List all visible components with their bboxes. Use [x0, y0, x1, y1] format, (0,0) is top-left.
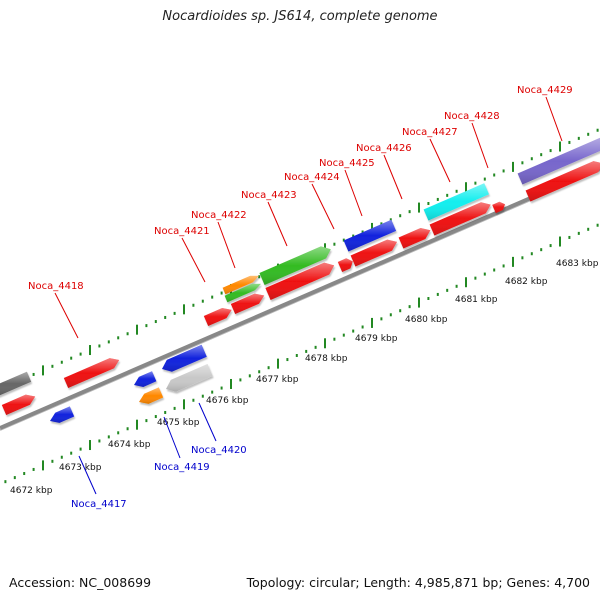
gene-red-4421a[interactable] [203, 308, 232, 326]
gene-red-4427[interactable] [429, 202, 491, 236]
gene-gray-4420-shading [166, 364, 213, 392]
gene-red-4423-shading [265, 262, 335, 300]
gene-red-left-shading [1, 394, 36, 415]
gene-red-4425[interactable] [350, 239, 397, 267]
reverse-gene-label[interactable]: Noca_4417 [71, 499, 127, 510]
kbp-tick-label: 4682 kbp [505, 277, 548, 287]
reverse-gene-leader-line [78, 455, 97, 495]
forward-gene-leader-line [267, 201, 288, 247]
map-title: Nocardioides sp. JS614, complete genome [162, 9, 438, 24]
kbp-tick-label: 4672 kbp [10, 486, 53, 496]
gene-gray-4420[interactable] [166, 364, 213, 392]
forward-gene-label[interactable]: Noca_4426 [356, 143, 412, 154]
gene-red-4426[interactable] [398, 228, 431, 249]
forward-gene-leader-line [383, 154, 403, 200]
gene-red-4424[interactable] [337, 258, 353, 272]
gene-cyan-4427[interactable] [423, 183, 489, 221]
forward-gene-label[interactable]: Noca_4425 [319, 158, 375, 169]
gene-orange-4422[interactable] [222, 275, 259, 295]
gene-red-4429[interactable] [525, 161, 600, 202]
kbp-tick-label: 4683 kbp [556, 259, 599, 269]
kbp-tick-label: 4677 kbp [256, 375, 299, 385]
gene-blue-4425[interactable] [343, 219, 397, 252]
gene-gray-left-shading [0, 371, 32, 396]
gene-blue-4417[interactable] [50, 406, 75, 423]
forward-gene-label[interactable]: Noca_4423 [241, 190, 297, 201]
gene-red-4425-shading [350, 239, 397, 267]
gene-red-4423[interactable] [265, 262, 335, 300]
reverse-gene-leader-line [198, 402, 217, 442]
reverse-gene-label[interactable]: Noca_4419 [154, 462, 210, 473]
gene-red-4429-shading [525, 161, 600, 202]
gene-red-4427-shading [429, 202, 491, 236]
gene-green-4423-shading [259, 246, 331, 285]
gene-red-4424-shading [337, 258, 353, 272]
gene-green-4422[interactable] [224, 283, 261, 303]
gene-red-4421b[interactable] [230, 293, 265, 314]
forward-gene-label[interactable]: Noca_4418 [28, 281, 84, 292]
gene-blue-4420[interactable] [162, 344, 207, 372]
genome-backbone [0, 166, 600, 430]
gene-purple-4429[interactable] [517, 137, 600, 185]
gene-cyan-4427-shading [423, 183, 489, 221]
gene-red-4421a-shading [203, 308, 232, 326]
inner-tick-track: 4672 kbp 4673 kbp 4674 kbp 4675 kbp 4676 kbp… [4, 223, 599, 496]
gene-purple-4429-shading [517, 137, 600, 185]
forward-gene-leader-line [217, 221, 236, 269]
forward-gene-leader-line [181, 237, 206, 283]
kbp-tick-label: 4681 kbp [455, 295, 498, 305]
kbp-tick-label: 4676 kbp [206, 396, 249, 406]
gene-noca-4418-shading [63, 358, 120, 388]
gene-gray-left[interactable] [0, 371, 32, 396]
gene-blue-small[interactable] [134, 371, 157, 387]
gene-blue-4425-shading [343, 219, 397, 252]
gene-green-4423[interactable] [259, 246, 331, 285]
kbp-tick-label: 4673 kbp [59, 463, 102, 473]
gene-red-left[interactable] [1, 394, 36, 415]
forward-gene-leader-line [545, 96, 563, 142]
gene-blue-small-shading [134, 371, 157, 387]
genome-summary-text: Topology: circular; Length: 4,985,871 bp… [246, 575, 590, 590]
forward-gene-leader-line [311, 183, 335, 230]
gene-red-4421b-shading [230, 293, 265, 314]
gene-blue-4417-shading [50, 406, 75, 423]
forward-gene-label[interactable]: Noca_4429 [517, 85, 573, 96]
gene-red-4428[interactable] [492, 201, 505, 214]
reverse-gene-label[interactable]: Noca_4420 [191, 445, 247, 456]
forward-gene-label[interactable]: Noca_4427 [402, 127, 458, 138]
gene-orange-4422-shading [222, 275, 259, 295]
forward-gene-leader-line [471, 122, 489, 169]
accession-text: Accession: NC_008699 [9, 575, 152, 590]
forward-gene-label[interactable]: Noca_4422 [191, 210, 247, 221]
kbp-tick-label: 4680 kbp [405, 315, 448, 325]
gene-red-4428-shading [492, 201, 505, 214]
forward-gene-label[interactable]: Noca_4421 [154, 226, 210, 237]
gene-green-4422-shading [224, 283, 261, 303]
gene-blue-4420-shading [162, 344, 207, 372]
forward-gene-leader-line [54, 292, 79, 339]
gene-noca-4418[interactable] [63, 358, 120, 388]
forward-gene-leader-line [429, 138, 451, 183]
forward-gene-label[interactable]: Noca_4428 [444, 111, 500, 122]
gene-red-4426-shading [398, 228, 431, 249]
gene-orange-4419-shading [139, 387, 164, 404]
gene-orange-4419[interactable] [139, 387, 164, 404]
kbp-tick-label: 4678 kbp [305, 354, 348, 364]
forward-gene-leader-line [344, 169, 363, 217]
outer-tick-track [4, 128, 599, 389]
kbp-tick-label: 4674 kbp [108, 440, 151, 450]
kbp-tick-label: 4675 kbp [157, 418, 200, 428]
kbp-tick-label: 4679 kbp [355, 334, 398, 344]
reverse-gene-leader-line [163, 416, 181, 459]
forward-gene-label[interactable]: Noca_4424 [284, 172, 340, 183]
